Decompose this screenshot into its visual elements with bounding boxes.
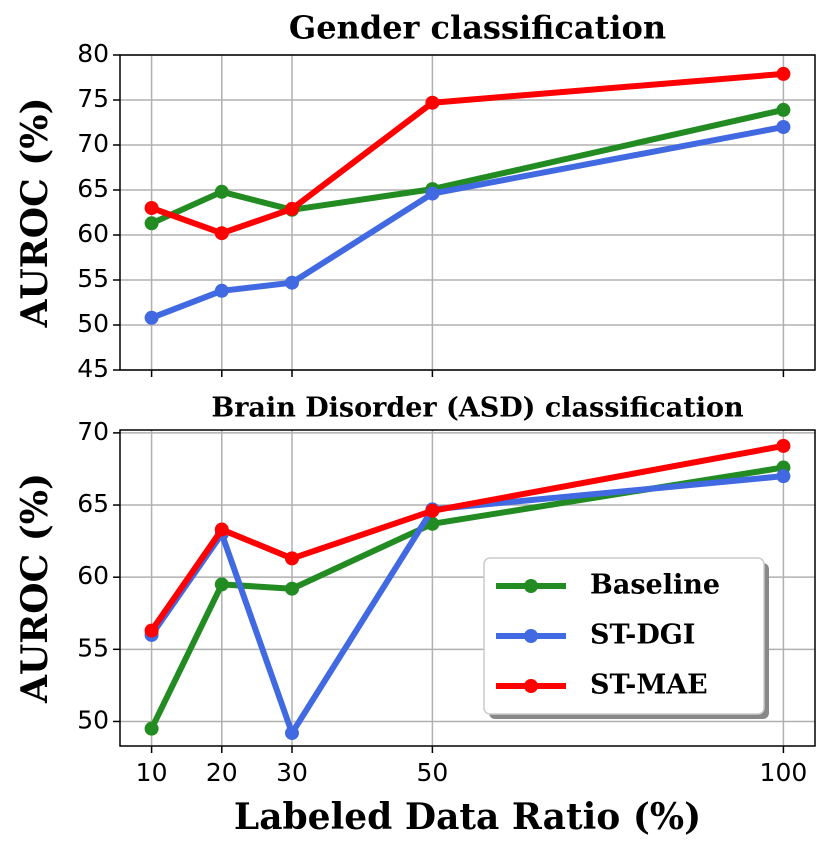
- x-tick-label: 20: [206, 758, 238, 787]
- legend-label: ST-DGI: [590, 620, 695, 651]
- x-tick-label: 10: [136, 758, 168, 787]
- marker: [214, 226, 229, 241]
- chart-title: Brain Disorder (ASD) classification: [211, 393, 744, 424]
- marker: [284, 201, 299, 216]
- y-tick-label: 50: [77, 705, 109, 734]
- legend-marker: [524, 629, 538, 643]
- plot-frame: [119, 54, 816, 371]
- y-tick-label: 80: [77, 39, 109, 68]
- marker: [144, 310, 159, 325]
- y-tick-label: 60: [77, 219, 109, 248]
- marker: [214, 522, 229, 537]
- marker: [776, 102, 791, 117]
- x-tick-label: 30: [276, 758, 308, 787]
- x-axis-label: Labeled Data Ratio (%): [234, 796, 701, 838]
- x-tick-label: 100: [760, 758, 808, 787]
- marker: [214, 283, 229, 298]
- marker: [144, 216, 159, 231]
- y-axis-label: AUROC (%): [14, 97, 56, 328]
- y-tick-label: 70: [77, 417, 109, 446]
- marker: [776, 469, 791, 484]
- y-tick-label: 60: [77, 561, 109, 590]
- marker: [284, 551, 299, 566]
- chart-title: Gender classification: [289, 9, 666, 47]
- marker: [425, 186, 440, 201]
- legend-marker: [524, 679, 538, 693]
- legend: [483, 557, 765, 715]
- y-tick-label: 65: [77, 174, 109, 203]
- legend-label: Baseline: [590, 570, 720, 601]
- y-tick-label: 55: [77, 264, 109, 293]
- y-tick-label: 65: [77, 489, 109, 518]
- y-tick-label: 70: [77, 129, 109, 158]
- marker: [284, 581, 299, 596]
- marker: [776, 438, 791, 453]
- y-axis-label: AUROC (%): [14, 473, 56, 704]
- marker: [214, 184, 229, 199]
- line: [150, 70, 784, 237]
- legend-label: ST-MAE: [590, 670, 708, 701]
- plot-frame: [119, 429, 816, 747]
- y-tick-label: 55: [77, 633, 109, 662]
- marker: [776, 66, 791, 81]
- marker: [144, 201, 159, 215]
- marker: [284, 275, 299, 290]
- marker: [284, 726, 299, 741]
- line: [150, 106, 785, 227]
- marker: [425, 95, 440, 110]
- marker: [144, 623, 159, 638]
- marker: [425, 503, 440, 518]
- marker: [776, 120, 791, 134]
- y-tick-label: 75: [77, 84, 109, 113]
- y-tick-label: 45: [77, 354, 109, 383]
- y-tick-label: 50: [77, 309, 109, 338]
- x-tick-label: 50: [416, 758, 448, 787]
- marker: [214, 577, 229, 592]
- legend-marker: [524, 579, 538, 593]
- marker: [144, 721, 159, 736]
